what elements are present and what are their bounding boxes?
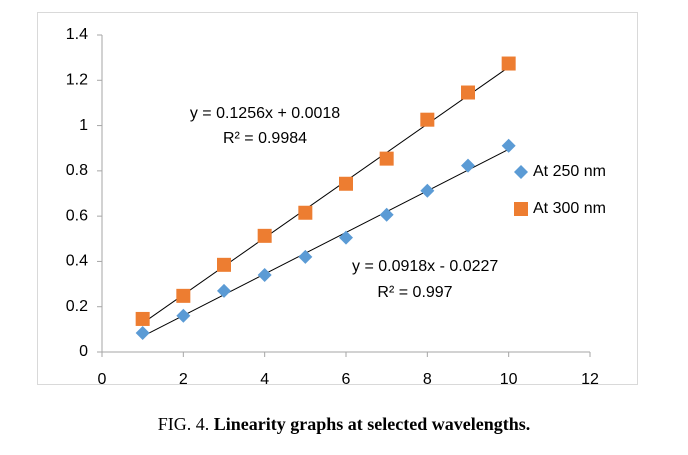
data-point bbox=[461, 85, 475, 100]
y-tick-label: 0.6 bbox=[66, 207, 88, 224]
caption-text: Linearity graphs at selected wavelengths… bbox=[214, 414, 530, 434]
data-point bbox=[298, 249, 313, 264]
trendline-r2: R² = 0.9984 bbox=[223, 130, 307, 147]
legend-marker bbox=[514, 202, 528, 216]
x-tick-label: 0 bbox=[98, 371, 107, 388]
data-point bbox=[379, 151, 394, 166]
y-tick-label: 0 bbox=[79, 343, 88, 360]
x-tick-label: 2 bbox=[179, 371, 188, 388]
x-tick-label: 12 bbox=[581, 371, 599, 388]
data-point bbox=[176, 308, 191, 323]
y-tick-label: 0.8 bbox=[66, 162, 88, 179]
caption-label: FIG. 4. bbox=[158, 414, 210, 434]
data-point bbox=[217, 283, 231, 298]
legend-marker bbox=[514, 165, 528, 179]
caption: FIG. 4. Linearity graphs at selected wav… bbox=[158, 414, 530, 434]
y-tick-label: 0.2 bbox=[66, 298, 88, 315]
y-tick-label: 0.4 bbox=[66, 253, 88, 270]
data-point bbox=[257, 228, 272, 243]
data-point bbox=[420, 183, 435, 198]
trendline bbox=[142, 148, 509, 337]
data-point bbox=[501, 56, 516, 71]
y-tick-label: 1.4 bbox=[66, 26, 88, 43]
data-point bbox=[257, 268, 272, 283]
data-point bbox=[461, 158, 475, 173]
data-point bbox=[420, 112, 435, 127]
trendline-equation: y = 0.1256x + 0.0018 bbox=[190, 105, 340, 122]
x-tick-label: 8 bbox=[423, 371, 432, 388]
chart-frame bbox=[37, 12, 638, 385]
data-point bbox=[135, 311, 150, 326]
data-point bbox=[501, 138, 516, 153]
data-point bbox=[339, 230, 353, 245]
trendline bbox=[142, 66, 509, 324]
trendline-r2: R² = 0.997 bbox=[377, 284, 452, 301]
legend-label: At 300 nm bbox=[533, 200, 606, 217]
data-point bbox=[176, 288, 191, 303]
data-point bbox=[217, 257, 231, 272]
x-tick-label: 4 bbox=[260, 371, 269, 388]
trendline-equation: y = 0.0918x - 0.0227 bbox=[352, 258, 498, 275]
y-tick-label: 1 bbox=[79, 117, 88, 134]
legend-label: At 250 nm bbox=[533, 163, 606, 180]
y-tick-label: 1.2 bbox=[66, 72, 88, 89]
data-point bbox=[339, 176, 353, 191]
data-point bbox=[298, 205, 313, 220]
x-tick-label: 6 bbox=[342, 371, 351, 388]
data-point bbox=[379, 207, 394, 222]
x-tick-label: 10 bbox=[500, 371, 518, 388]
data-point bbox=[135, 325, 150, 340]
